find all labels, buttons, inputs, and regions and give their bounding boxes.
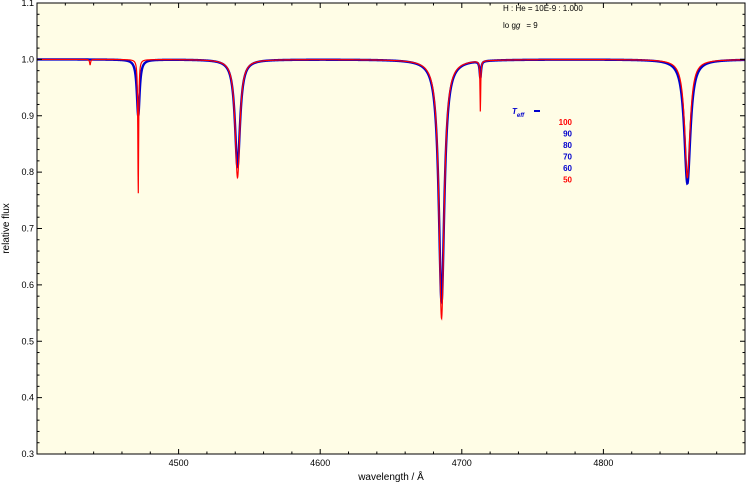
logg-label: lo g	[503, 21, 516, 30]
logg-g: g	[516, 21, 521, 30]
legend: Teff 100 90 80 70 60 50	[512, 107, 573, 185]
legend-entry: 100	[559, 118, 573, 127]
legend-entry: 50	[563, 176, 572, 185]
logg-value: = 9	[526, 21, 538, 30]
y-tick-label: 1.1	[21, 0, 34, 8]
y-tick-label: 0.6	[21, 280, 34, 290]
legend-entry: 80	[563, 141, 572, 150]
y-axis-label: relative flux	[1, 203, 12, 254]
x-tick-label: 4500	[169, 458, 189, 468]
legend-entry: 70	[563, 153, 572, 162]
legend-entry: 60	[563, 164, 572, 173]
legend-title: Teff	[512, 107, 525, 119]
plot-background	[37, 3, 745, 454]
spectrum-series	[37, 58, 746, 321]
y-tick-label: 0.9	[21, 111, 34, 121]
y-tick-label: 1.0	[21, 54, 34, 64]
x-tick-label: 4700	[452, 458, 472, 468]
logg-annotation: lo gg = 9	[503, 21, 538, 30]
y-tick-label: 0.3	[21, 449, 34, 459]
legend-title-main: T	[512, 107, 518, 116]
y-tick-label: 0.4	[21, 393, 34, 403]
y-tick-label: 0.7	[21, 224, 34, 234]
x-tick-label: 4800	[593, 458, 613, 468]
legend-title-sub: eff	[517, 113, 525, 119]
y-tick-label: 0.5	[21, 336, 34, 346]
x-axis-label: wavelength / Å	[357, 470, 424, 483]
y-tick-label: 0.8	[21, 167, 34, 177]
axis-ticks: 4500 4600 4700 4800 0.3 0.4 0.5 0.6 0.7 0.8 0.9 1.0…	[21, 0, 745, 468]
x-tick-label: 4600	[310, 458, 330, 468]
composition-annotation: H : He = 10E-9 : 1.000	[503, 4, 583, 13]
legend-entry: 90	[563, 130, 572, 139]
spectrum-curves	[37, 58, 746, 321]
